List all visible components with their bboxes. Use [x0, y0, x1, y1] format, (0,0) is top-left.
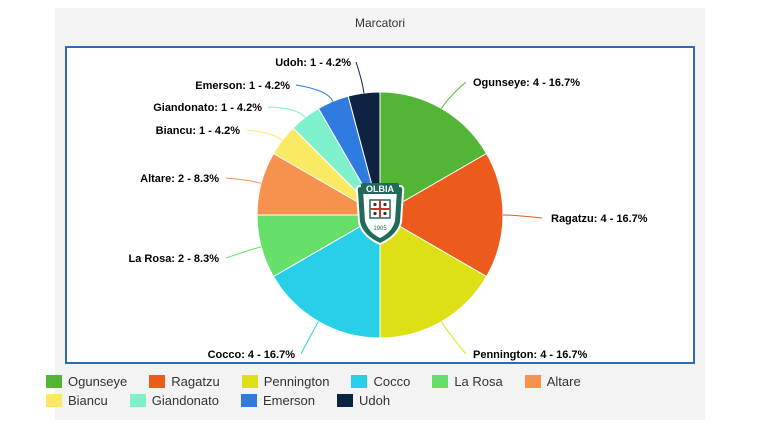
data-label-cocco: Cocco: 4 - 16.7%	[208, 349, 296, 361]
legend-label: Altare	[546, 374, 581, 389]
data-label-pennington: Pennington: 4 - 16.7%	[473, 349, 588, 361]
legend-label: Ragatzu	[171, 374, 220, 389]
data-label-ragatzu: Ragatzu: 4 - 16.7%	[551, 213, 648, 225]
connector-altare	[225, 177, 262, 184]
olbia-crest-icon: OLBIA 1905	[355, 183, 405, 246]
legend-label: Pennington	[263, 374, 330, 389]
legend-item-biancu[interactable]: Biancu	[46, 393, 108, 408]
legend-label: Ogunseye	[68, 374, 128, 389]
legend-row: Biancu Giandonato Emerson Udoh	[46, 391, 646, 410]
legend-swatch	[241, 375, 258, 388]
connector-giandonato	[267, 106, 306, 118]
connector-biancu	[246, 129, 283, 141]
data-label-emerson: Emerson: 1 - 4.2%	[195, 80, 290, 92]
connector-ragatzu	[502, 214, 543, 219]
legend-swatch	[351, 375, 368, 388]
legend-item-la-rosa[interactable]: La Rosa	[432, 374, 503, 389]
data-label-ogunseye: Ogunseye: 4 - 16.7%	[473, 77, 580, 89]
legend-label: Cocco	[373, 374, 411, 389]
logo-year: 1905	[373, 226, 387, 232]
legend-label: La Rosa	[454, 374, 503, 389]
pie-slice-ragatzu[interactable]	[379, 152, 504, 278]
legend-label: Emerson	[262, 393, 316, 408]
legend-label: Udoh	[359, 393, 391, 408]
label-connectors	[225, 61, 543, 355]
slice-labels: Ogunseye: 4 - 16.7% Ragatzu: 4 - 16.7% Pen…	[129, 57, 648, 361]
legend-label: Giandonato	[151, 393, 219, 408]
legend-item-ogunseye[interactable]: Ogunseye	[46, 374, 127, 389]
legend-swatch	[432, 375, 449, 388]
legend-swatch	[46, 394, 62, 407]
data-label-biancu: Biancu: 1 - 4.2%	[156, 125, 241, 137]
legend-swatch	[129, 394, 146, 407]
pie-slices	[256, 91, 504, 339]
legend-item-pennington[interactable]: Pennington	[241, 374, 330, 389]
legend-swatch	[240, 394, 257, 407]
connector-la-rosa	[225, 246, 262, 259]
data-label-la-rosa: La Rosa: 2 - 8.3%	[129, 253, 220, 265]
connector-cocco	[300, 321, 319, 355]
legend-label: Biancu	[68, 393, 108, 408]
legend-item-emerson[interactable]: Emerson	[240, 393, 316, 408]
connector-emerson	[295, 84, 334, 102]
data-label-udoh: Udoh: 1 - 4.2%	[275, 57, 351, 69]
legend-item-cocco[interactable]: Cocco	[351, 374, 410, 389]
legend-item-ragatzu[interactable]: Ragatzu	[149, 374, 220, 389]
legend-swatch	[46, 375, 62, 388]
logo-text: OLBIA	[366, 184, 394, 194]
connector-pennington	[441, 321, 467, 355]
legend-swatch	[524, 375, 541, 388]
data-label-altare: Altare: 2 - 8.3%	[140, 173, 219, 185]
legend-row: Ogunseye Ragatzu Pennington Cocco La Rosa Alt…	[46, 372, 646, 391]
chart-title: Marcatori	[354, 16, 405, 30]
connector-ogunseye	[441, 81, 467, 109]
legend-swatch	[337, 394, 354, 407]
data-label-giandonato: Giandonato: 1 - 4.2%	[153, 102, 262, 114]
legend-item-altare[interactable]: Altare	[524, 374, 581, 389]
connector-udoh	[355, 61, 365, 94]
legend-swatch	[149, 375, 166, 388]
legend: Ogunseye Ragatzu Pennington Cocco La Rosa Alt…	[46, 372, 646, 410]
legend-item-udoh[interactable]: Udoh	[337, 393, 390, 408]
legend-item-giandonato[interactable]: Giandonato	[129, 393, 219, 408]
